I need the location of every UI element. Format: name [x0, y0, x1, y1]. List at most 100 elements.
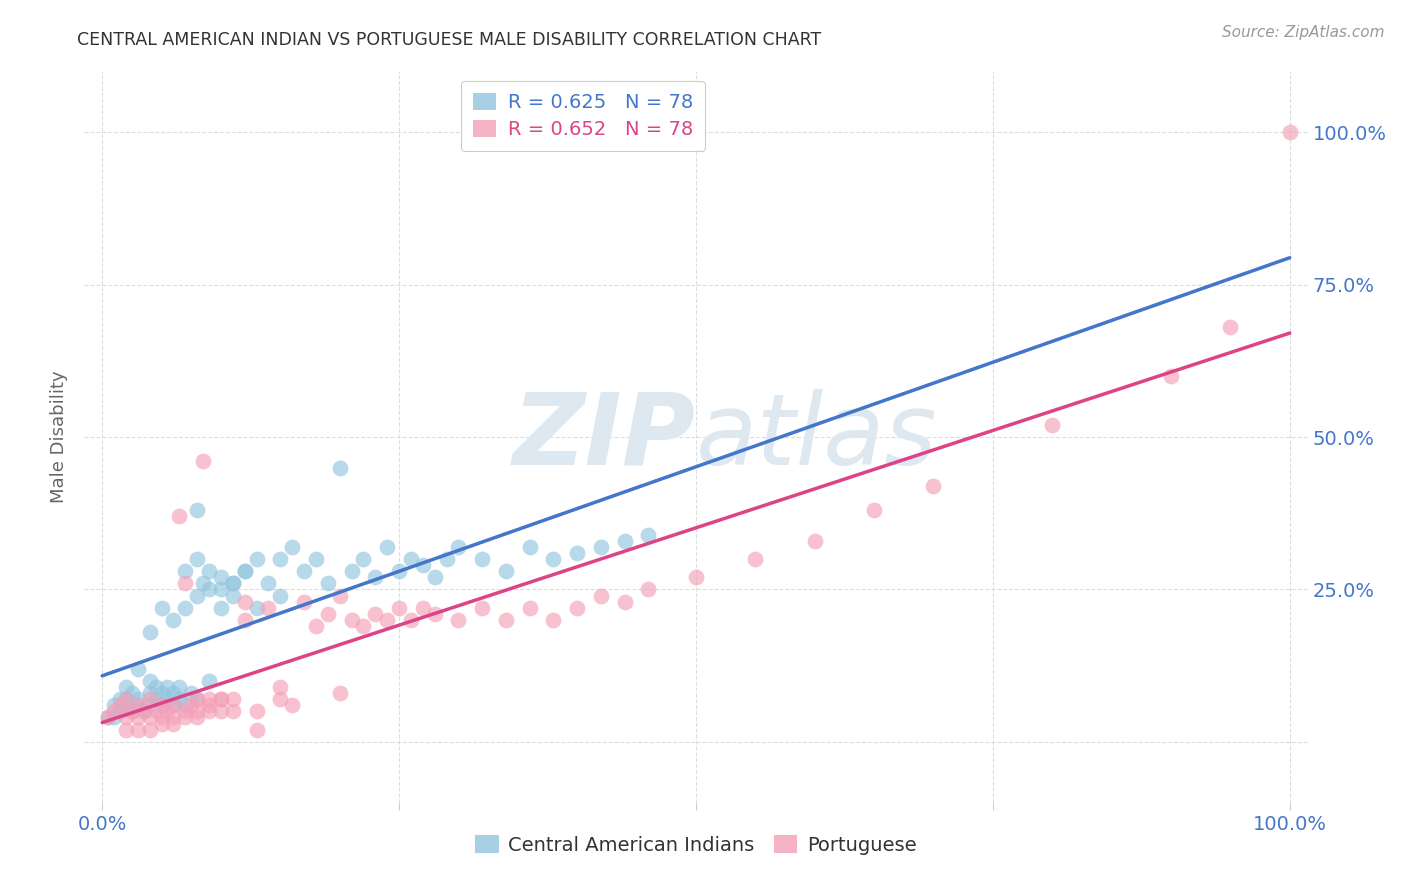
Text: atlas: atlas — [696, 389, 938, 485]
Point — [145, 680, 167, 694]
Point — [316, 607, 339, 621]
Point — [127, 662, 149, 676]
Point — [233, 594, 256, 608]
Point — [1278, 125, 1301, 139]
Point — [198, 698, 221, 713]
Point — [127, 723, 149, 737]
Point — [103, 710, 125, 724]
Point — [589, 540, 612, 554]
Point — [138, 710, 160, 724]
Point — [292, 594, 315, 608]
Point — [121, 705, 143, 719]
Text: ZIP: ZIP — [513, 389, 696, 485]
Point — [186, 710, 208, 724]
Point — [198, 673, 221, 688]
Point — [97, 710, 120, 724]
Point — [495, 613, 517, 627]
Point — [222, 576, 245, 591]
Point — [121, 705, 143, 719]
Point — [388, 564, 411, 578]
Point — [1040, 417, 1063, 432]
Point — [423, 607, 446, 621]
Point — [447, 613, 470, 627]
Point — [138, 698, 160, 713]
Point — [222, 589, 245, 603]
Point — [145, 692, 167, 706]
Point — [156, 680, 179, 694]
Point — [364, 570, 387, 584]
Point — [519, 600, 541, 615]
Point — [115, 698, 138, 713]
Point — [329, 589, 352, 603]
Point — [174, 710, 197, 724]
Point — [471, 552, 494, 566]
Point — [471, 600, 494, 615]
Point — [115, 710, 138, 724]
Point — [198, 692, 221, 706]
Point — [180, 698, 202, 713]
Point — [150, 698, 173, 713]
Point — [156, 705, 179, 719]
Point — [399, 552, 422, 566]
Point — [132, 705, 155, 719]
Point — [305, 552, 328, 566]
Point — [803, 533, 825, 548]
Point — [115, 692, 138, 706]
Point — [150, 716, 173, 731]
Point — [198, 705, 221, 719]
Point — [589, 589, 612, 603]
Point — [412, 600, 434, 615]
Point — [198, 582, 221, 597]
Point — [245, 600, 267, 615]
Point — [269, 680, 291, 694]
Point — [145, 705, 167, 719]
Point — [316, 576, 339, 591]
Point — [922, 479, 945, 493]
Point — [340, 613, 363, 627]
Point — [436, 552, 458, 566]
Point — [222, 692, 245, 706]
Point — [1219, 320, 1241, 334]
Point — [245, 552, 267, 566]
Point — [863, 503, 886, 517]
Point — [127, 698, 149, 713]
Point — [352, 619, 374, 633]
Text: Source: ZipAtlas.com: Source: ZipAtlas.com — [1222, 25, 1385, 40]
Point — [269, 589, 291, 603]
Point — [174, 564, 197, 578]
Point — [495, 564, 517, 578]
Point — [169, 680, 191, 694]
Point — [519, 540, 541, 554]
Point — [1160, 369, 1182, 384]
Point — [399, 613, 422, 627]
Point — [269, 692, 291, 706]
Point — [186, 503, 208, 517]
Point — [162, 710, 184, 724]
Point — [174, 576, 197, 591]
Point — [222, 705, 245, 719]
Point — [97, 710, 120, 724]
Point — [174, 705, 197, 719]
Point — [637, 527, 659, 541]
Point — [257, 600, 280, 615]
Y-axis label: Male Disability: Male Disability — [51, 371, 69, 503]
Point — [281, 698, 304, 713]
Point — [209, 692, 232, 706]
Point — [233, 613, 256, 627]
Point — [744, 552, 766, 566]
Point — [127, 692, 149, 706]
Point — [150, 600, 173, 615]
Point — [138, 673, 160, 688]
Point — [169, 692, 191, 706]
Point — [364, 607, 387, 621]
Point — [132, 705, 155, 719]
Point — [329, 686, 352, 700]
Point — [245, 705, 267, 719]
Point — [209, 692, 232, 706]
Point — [222, 576, 245, 591]
Point — [412, 558, 434, 573]
Point — [567, 546, 589, 560]
Point — [169, 509, 191, 524]
Point — [613, 594, 636, 608]
Point — [191, 576, 214, 591]
